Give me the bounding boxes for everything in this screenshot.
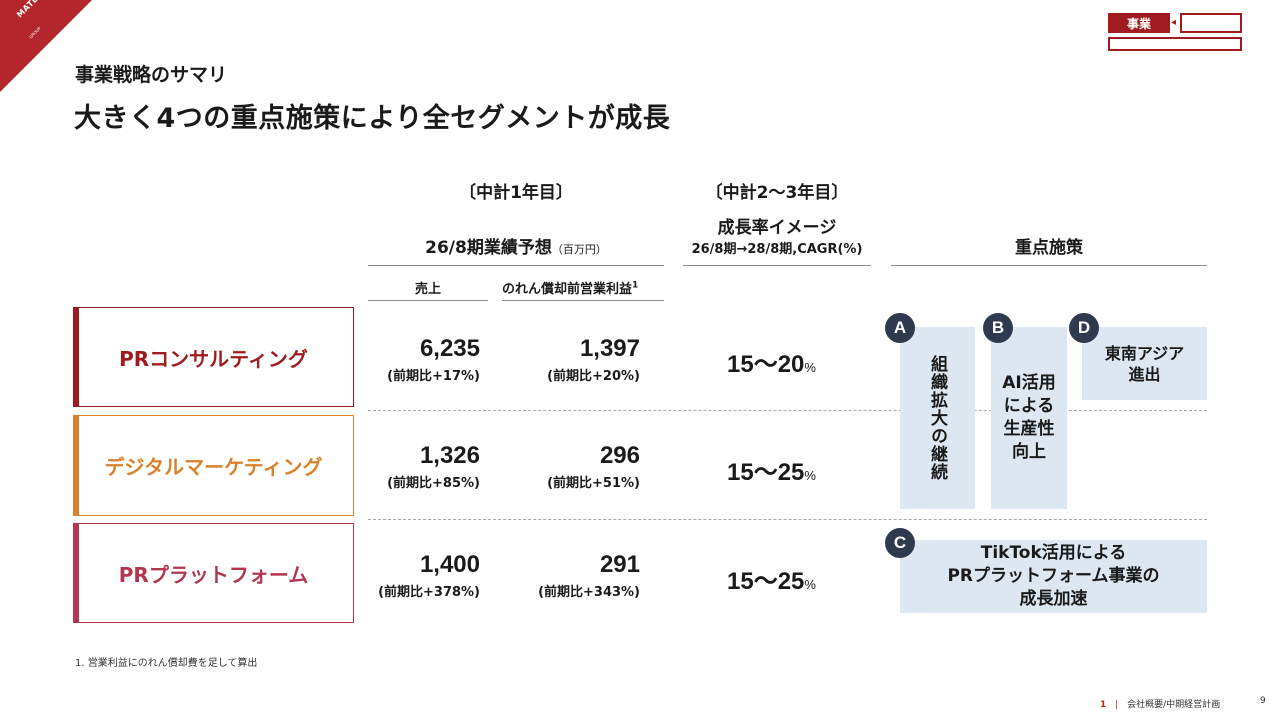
segment-digital-marketing-bar xyxy=(73,415,79,516)
header-forecast-unit: （百万円） xyxy=(551,243,607,256)
segment-pr-consulting-label: PRコンサルティング xyxy=(119,346,308,371)
header-op-profit: のれん償却前営業利益1 xyxy=(502,278,664,297)
digital-marketing-profit: 296 xyxy=(599,442,640,469)
segment-pr-consulting: PRコンサルティング xyxy=(73,307,354,407)
row-divider-1 xyxy=(368,410,1207,411)
digital-marketing-sales-yoy: (前期比+85%) xyxy=(387,476,480,491)
pr-consulting-growth-unit: % xyxy=(804,360,816,375)
header-forecast-title: 26/8期業績予想 xyxy=(425,238,552,258)
header-sales: 売上 xyxy=(414,282,441,297)
pr-consulting-profit: 1,397 xyxy=(579,335,640,362)
footer-section: 1 | 会社概要/中期経営計画 xyxy=(1100,697,1220,710)
footer-section-no: 1 xyxy=(1100,700,1107,710)
segment-pr-platform-label: PRプラットフォーム xyxy=(118,562,309,587)
digital-marketing-sales: 1,326 xyxy=(419,442,480,469)
pr-consulting-growth-value: 15～20 xyxy=(727,351,805,378)
segment-digital-marketing-label: デジタルマーケティング xyxy=(104,455,323,479)
footer-section-name: 会社概要/中期経営計画 xyxy=(1127,700,1221,710)
nav-progress-bar xyxy=(1108,37,1242,51)
header-measures: 重点施策 xyxy=(1015,238,1083,258)
page-title: 大きく4つの重点施策により全セグメントが成長 xyxy=(74,103,671,134)
pr-platform-sales-yoy: (前期比+378%) xyxy=(378,585,480,600)
footnote: 1. 営業利益にのれん償却費を足して算出 xyxy=(75,658,258,669)
measure-c-line: TikTok活用による xyxy=(980,543,1127,563)
pr-consulting-sales-yoy: (前期比+17%) xyxy=(387,369,480,384)
header-divider-forecast xyxy=(368,265,664,266)
header-plan-year23: 〔中計2～3年目〕 xyxy=(705,183,849,203)
brand-corner xyxy=(0,0,92,92)
pr-platform-profit-yoy: (前期比+343%) xyxy=(538,585,640,600)
measure-b-panel: AI活用 による 生産性 向上 xyxy=(991,327,1067,509)
measure-a-text: 組織拡大の継続 xyxy=(927,355,947,481)
measure-c-panel: TikTok活用による PRプラットフォーム事業の 成長加速 xyxy=(900,540,1207,613)
header-op-profit-label: のれん償却前営業利益 xyxy=(502,282,633,297)
page-number: 9 xyxy=(1260,696,1266,706)
header-forecast: 26/8期業績予想（百万円） xyxy=(368,233,664,258)
header-growth-sub: 26/8期→28/8期,CAGR(%) xyxy=(691,242,863,257)
footer-separator: | xyxy=(1115,700,1119,710)
segment-pr-platform: PRプラットフォーム xyxy=(73,523,354,623)
measure-d-badge: D xyxy=(1069,313,1099,343)
measure-c-line: 成長加速 xyxy=(1019,589,1088,609)
nav-tab-next[interactable] xyxy=(1180,13,1242,33)
measure-d-line: 東南アジア xyxy=(1104,343,1185,363)
header-op-profit-note: 1 xyxy=(632,280,639,291)
header-divider-op-profit xyxy=(502,300,664,301)
pr-platform-growth-value: 15～25 xyxy=(727,568,805,595)
pr-consulting-sales: 6,235 xyxy=(419,335,480,362)
measure-c-badge: C xyxy=(885,528,915,558)
measure-b-line: AI活用 xyxy=(1002,373,1056,393)
header-divider-measures xyxy=(891,265,1207,266)
measure-b-badge: B xyxy=(983,313,1013,343)
digital-marketing-profit-yoy: (前期比+51%) xyxy=(547,476,640,491)
header-divider-growth xyxy=(683,265,871,266)
segment-pr-consulting-bar xyxy=(73,307,79,407)
digital-marketing-growth-unit: % xyxy=(804,468,816,483)
measure-b-line: による xyxy=(1003,396,1055,416)
measure-d-line: 進出 xyxy=(1128,364,1161,384)
measure-a-badge: A xyxy=(885,313,915,343)
segment-pr-platform-bar xyxy=(73,523,79,623)
digital-marketing-growth-value: 15～25 xyxy=(727,459,805,486)
pr-platform-profit: 291 xyxy=(599,551,640,578)
measure-c-line: PRプラットフォーム事業の xyxy=(947,566,1160,586)
pr-platform-sales: 1,400 xyxy=(419,551,480,578)
pr-consulting-growth: 15～20% xyxy=(727,344,816,379)
measure-b-line: 生産性 xyxy=(1003,419,1055,439)
page-subtitle: 事業戦略のサマリ xyxy=(75,64,228,86)
header-growth-title: 成長率イメージ xyxy=(717,218,837,238)
pr-platform-growth-unit: % xyxy=(804,577,816,592)
row-divider-2 xyxy=(368,519,1207,520)
measure-a-panel: 組織拡大の継続 xyxy=(900,327,975,509)
segment-digital-marketing: デジタルマーケティング xyxy=(73,415,354,516)
pr-platform-growth: 15～25% xyxy=(727,561,816,596)
digital-marketing-growth: 15～25% xyxy=(727,452,816,487)
header-divider-sales xyxy=(368,300,488,301)
nav-tab-business[interactable]: 事業 xyxy=(1108,13,1170,33)
nav-arrow-icon: ◂ xyxy=(1171,17,1177,28)
measure-b-line: 向上 xyxy=(1012,442,1046,462)
measure-d-panel: 東南アジア 進出 xyxy=(1082,327,1207,400)
header-plan-year1: 〔中計1年目〕 xyxy=(459,183,573,203)
pr-consulting-profit-yoy: (前期比+20%) xyxy=(547,369,640,384)
